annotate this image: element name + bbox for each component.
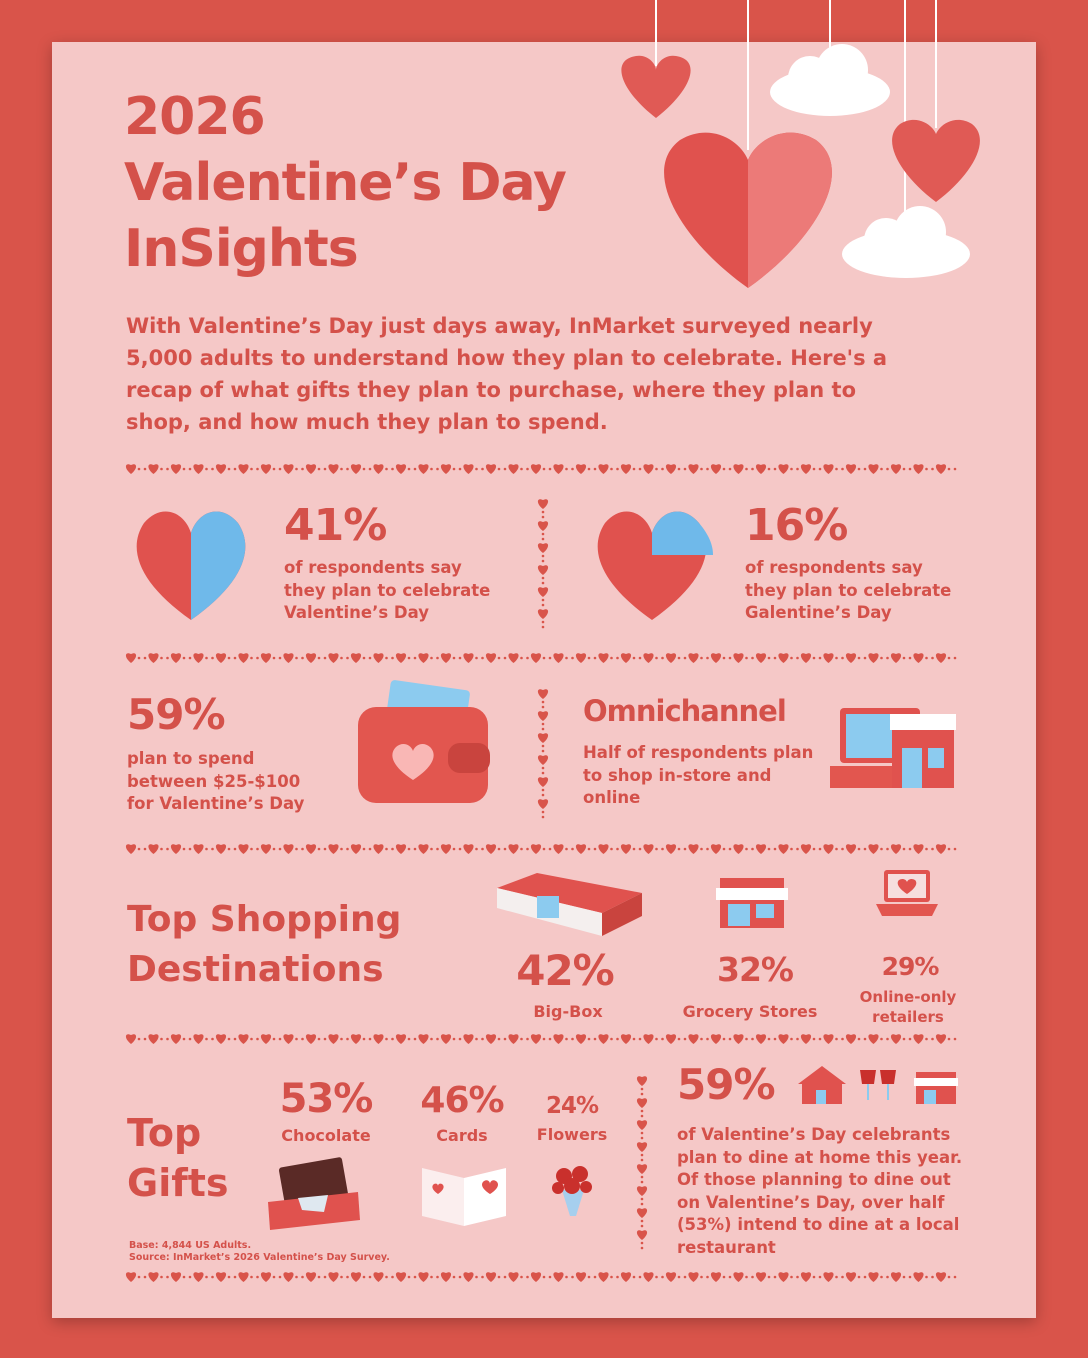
footnote: Base: 4,844 US Adults. — [129, 1240, 252, 1251]
emphasis: in-store and online — [583, 765, 772, 808]
divider — [125, 653, 957, 663]
spend-value: 59% — [127, 690, 226, 739]
title: 2026 Valentine’s Day InSights — [124, 84, 567, 282]
text-run: this year. Of those planning to dine out… — [677, 1147, 963, 1212]
divider — [636, 1076, 648, 1250]
destination-value: 42% — [516, 946, 615, 995]
title-line: 2026 — [124, 87, 266, 147]
divider — [125, 844, 957, 854]
emphasis: local restaurant — [677, 1215, 960, 1257]
title-line: InSights — [124, 219, 359, 279]
laptop-store-illustration — [830, 708, 956, 788]
divider — [537, 689, 549, 819]
destination-value: 29% — [881, 952, 940, 981]
dining-text: of Valentine’s Day celebrants plan to di… — [677, 1124, 977, 1259]
footnote: Source: InMarket’s 2026 Valentine’s Day … — [129, 1252, 390, 1263]
text-run: of respondents plan to shop — [583, 743, 814, 785]
intro: With Valentine’s Day just days away, InM… — [126, 314, 888, 434]
gift-label: Chocolate — [281, 1126, 371, 1145]
divider — [125, 464, 957, 474]
wallet-illustration — [358, 680, 490, 803]
dining-value: 59% — [677, 1060, 776, 1109]
stat-text: of respondents say they plan to celebrat… — [745, 557, 965, 625]
emphasis: (53%) — [677, 1215, 732, 1234]
emphasis: dine at home — [748, 1147, 871, 1167]
destination-label: Big-Box — [533, 1002, 603, 1021]
gift-label: Flowers — [536, 1125, 608, 1144]
title-line: Valentine’s Day — [124, 153, 567, 213]
destination-label: Online-only retailers — [859, 988, 957, 1026]
emphasis: Valentine’s Day — [284, 603, 429, 622]
text-run: of respondents say they plan to celebrat… — [284, 558, 491, 600]
heart-pie-illustration — [136, 511, 246, 620]
text-run: for Valentine’s Day — [127, 794, 305, 813]
card-illustration — [422, 1168, 506, 1226]
text-run: of Valentine’s Day celebrants plan to — [677, 1125, 951, 1167]
gift-value: 24% — [545, 1093, 599, 1119]
gift-value: 46% — [420, 1080, 504, 1121]
stat-text: of respondents say they plan to celebrat… — [284, 557, 504, 625]
bigbox-illustration — [497, 873, 642, 936]
text-run: intend to dine at a — [731, 1215, 916, 1234]
omnichannel-title: Omnichannel — [583, 694, 787, 728]
gift-value: 53% — [279, 1076, 374, 1122]
gifts-heading: Top Gifts — [127, 1111, 229, 1205]
divider — [537, 499, 549, 629]
omnichannel-text: Half of respondents plan to shop in-stor… — [583, 742, 828, 810]
dining-icons — [798, 1066, 958, 1104]
divider — [125, 1272, 957, 1282]
heart-pie-illustration — [597, 511, 713, 620]
text-run: of respondents say they plan to celebrat… — [745, 558, 952, 600]
chocolate-illustration — [268, 1157, 360, 1230]
footnotes: Base: 4,844 US Adults. Source: InMarket’… — [129, 1240, 390, 1264]
stat-value: 16% — [745, 500, 848, 551]
spend-text: plan to spend between $25-$100 for Valen… — [127, 748, 327, 816]
text-run: plan to spend between — [127, 749, 255, 791]
stat-value: 41% — [284, 500, 387, 551]
flowers-illustration — [552, 1166, 592, 1216]
emphasis: Galentine’s Day — [745, 603, 892, 622]
destination-label: Grocery Stores — [682, 1002, 818, 1021]
destinations-heading: Top Shopping Destinations — [127, 899, 402, 990]
destination-value: 32% — [717, 950, 794, 989]
gift-label: Cards — [436, 1126, 488, 1145]
laptop-illustration — [876, 870, 938, 916]
divider — [125, 1034, 957, 1044]
emphasis: Half — [583, 743, 621, 762]
grocery-illustration — [716, 878, 788, 928]
emphasis: $25-$100 — [213, 771, 301, 791]
hanging-decor — [621, 0, 980, 288]
